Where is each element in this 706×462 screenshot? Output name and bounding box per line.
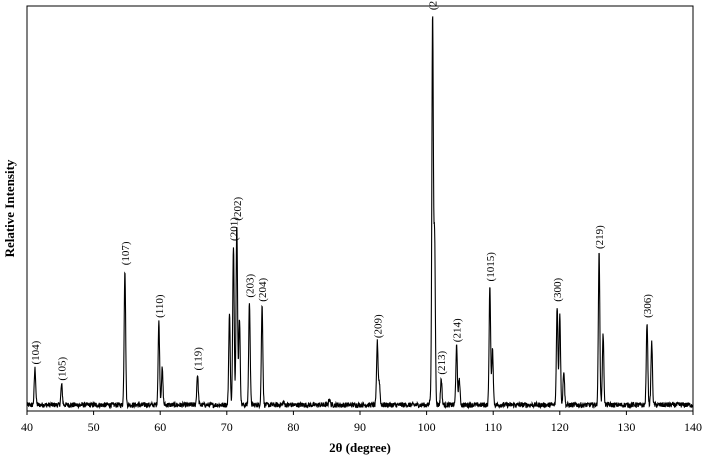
peak-label: (107) — [120, 241, 132, 265]
x-tick-label: 40 — [21, 420, 33, 434]
x-tick-label: 90 — [354, 420, 366, 434]
peak-label: (203) — [244, 273, 256, 297]
x-tick-labels: 40 50 60 70 80 90 100 110 120 130 140 — [21, 420, 702, 434]
peak-label: (201) — [228, 217, 240, 241]
x-tick-label: 100 — [418, 420, 436, 434]
peak-label: (300) — [552, 278, 564, 302]
x-tick-label: 50 — [88, 420, 100, 434]
peak-label: (104) — [30, 340, 42, 364]
x-tick-label: 70 — [221, 420, 233, 434]
x-tick-label: 120 — [551, 420, 569, 434]
x-tick-label: 140 — [684, 420, 702, 434]
peak-label: (1015) — [485, 252, 497, 282]
y-axis-title: Relative Intensity — [2, 159, 17, 257]
peak-label: (105) — [57, 357, 69, 381]
peak-label: (212) — [428, 0, 440, 10]
peak-label: (213) — [436, 350, 448, 374]
x-tick-label: 130 — [617, 420, 635, 434]
plot-frame — [26, 5, 694, 412]
peak-label: (110) — [154, 294, 166, 318]
peak-label: (204) — [257, 278, 269, 302]
peak-label: (119) — [192, 347, 204, 371]
x-axis-title: 2θ (degree) — [329, 440, 391, 455]
x-tick-label: 80 — [287, 420, 299, 434]
peak-label: (219) — [594, 225, 606, 249]
peak-label: (214) — [452, 318, 464, 342]
peak-label: (306) — [642, 294, 654, 318]
x-tick-label: 60 — [154, 420, 166, 434]
peak-label: (202) — [232, 197, 244, 221]
peak-label: (209) — [372, 314, 384, 338]
diffraction-trace — [26, 16, 694, 410]
axis-ticks — [26, 411, 694, 415]
x-tick-label: 110 — [484, 420, 502, 434]
peak-labels: (104) (105) (107) (110) (119) (201)(202) (203)… — [30, 0, 654, 381]
